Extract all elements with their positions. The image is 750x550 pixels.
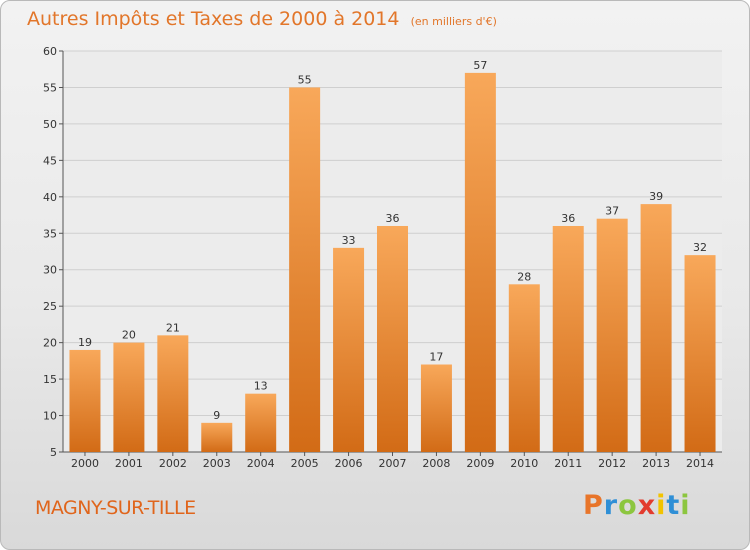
data-label: 36 bbox=[386, 212, 400, 225]
logo-letter: t bbox=[666, 490, 681, 521]
proxiti-logo: Proxiti bbox=[583, 490, 691, 521]
x-tick-label: 2008 bbox=[422, 457, 450, 470]
x-tick-label: 2009 bbox=[466, 457, 494, 470]
y-tick-label: 5 bbox=[50, 446, 57, 459]
x-tick-label: 2014 bbox=[686, 457, 714, 470]
data-label: 9 bbox=[213, 409, 220, 422]
data-label: 20 bbox=[122, 329, 136, 342]
data-label: 32 bbox=[693, 241, 707, 254]
y-tick-label: 40 bbox=[43, 191, 57, 204]
x-tick-label: 2006 bbox=[335, 457, 363, 470]
bar-2008 bbox=[420, 364, 452, 452]
y-tick-label: 55 bbox=[43, 81, 57, 94]
x-tick-label: 2010 bbox=[510, 457, 538, 470]
y-tick-label: 20 bbox=[43, 337, 57, 350]
title-main: Autres Impôts et Taxes de 2000 à 2014 bbox=[27, 8, 400, 30]
logo-letter: r bbox=[603, 490, 619, 521]
bar-2002 bbox=[157, 335, 189, 452]
bar-2006 bbox=[333, 247, 365, 452]
bar-2009 bbox=[464, 72, 496, 452]
y-tick-label: 25 bbox=[43, 300, 57, 313]
bar-2004 bbox=[245, 393, 277, 452]
x-tick-label: 2007 bbox=[379, 457, 407, 470]
data-label: 37 bbox=[605, 205, 619, 218]
data-label: 55 bbox=[298, 73, 312, 86]
bar-2010 bbox=[508, 284, 540, 452]
bar-2003 bbox=[201, 422, 233, 452]
bar-2007 bbox=[377, 225, 408, 452]
title-unit: (en milliers d'€) bbox=[410, 15, 497, 28]
chart-title: Autres Impôts et Taxes de 2000 à 2014 (e… bbox=[27, 8, 497, 30]
bar-2014 bbox=[684, 255, 716, 452]
city-name: MAGNY-SUR-TILLE bbox=[35, 497, 196, 519]
y-tick-label: 60 bbox=[43, 45, 57, 58]
x-tick-label: 2000 bbox=[71, 457, 99, 470]
data-label: 57 bbox=[473, 59, 487, 72]
y-tick-label: 15 bbox=[43, 373, 57, 386]
x-tick-label: 2005 bbox=[291, 457, 319, 470]
bar-2005 bbox=[289, 87, 321, 453]
data-label: 19 bbox=[78, 336, 92, 349]
bar-2001 bbox=[113, 342, 145, 452]
x-tick-label: 2012 bbox=[598, 457, 626, 470]
bar-2011 bbox=[552, 225, 584, 452]
logo-letter: o bbox=[618, 490, 638, 521]
data-label: 33 bbox=[342, 234, 356, 247]
y-tick-label: 50 bbox=[43, 118, 57, 131]
x-tick-label: 2011 bbox=[554, 457, 582, 470]
logo-letter: i bbox=[656, 490, 667, 521]
data-label: 28 bbox=[517, 270, 531, 283]
y-tick-label: 30 bbox=[43, 264, 57, 277]
data-label: 39 bbox=[649, 190, 663, 203]
bar-2013 bbox=[640, 204, 672, 452]
data-label: 17 bbox=[429, 351, 443, 364]
x-tick-label: 2003 bbox=[203, 457, 231, 470]
x-tick-label: 2013 bbox=[642, 457, 670, 470]
bar-2000 bbox=[69, 349, 101, 452]
bar-2012 bbox=[596, 218, 628, 452]
data-label: 36 bbox=[561, 212, 575, 225]
y-tick-label: 35 bbox=[43, 227, 57, 240]
x-tick-label: 2002 bbox=[159, 457, 187, 470]
x-tick-label: 2004 bbox=[247, 457, 275, 470]
y-tick-label: 45 bbox=[43, 154, 57, 167]
logo-letter: x bbox=[637, 490, 657, 521]
logo-letter: i bbox=[680, 490, 691, 521]
y-tick-label: 10 bbox=[43, 410, 57, 423]
x-tick-label: 2001 bbox=[115, 457, 143, 470]
logo-letter: P bbox=[583, 490, 604, 521]
data-label: 13 bbox=[254, 380, 268, 393]
data-label: 21 bbox=[166, 321, 180, 334]
